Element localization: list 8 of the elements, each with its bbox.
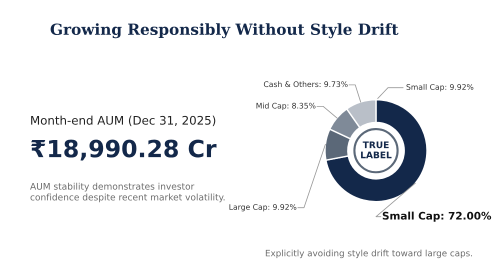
- chart-title: Growing Responsibly Without Style Drift: [50, 23, 398, 38]
- donut-slice: [325, 98, 428, 202]
- text: AUM stability demonstrates investor confidence despite recent market volatility.: [30, 182, 225, 202]
- slice-label: Small Cap: 72.00%: [382, 212, 492, 222]
- text: TRUE LABEL: [361, 142, 392, 158]
- text: Month-end AUM (Dec 31, 2025): [31, 116, 216, 126]
- text: ₹18,990.28 Cr: [31, 140, 216, 161]
- text: Explicitly avoiding style drift toward large caps.: [266, 250, 472, 258]
